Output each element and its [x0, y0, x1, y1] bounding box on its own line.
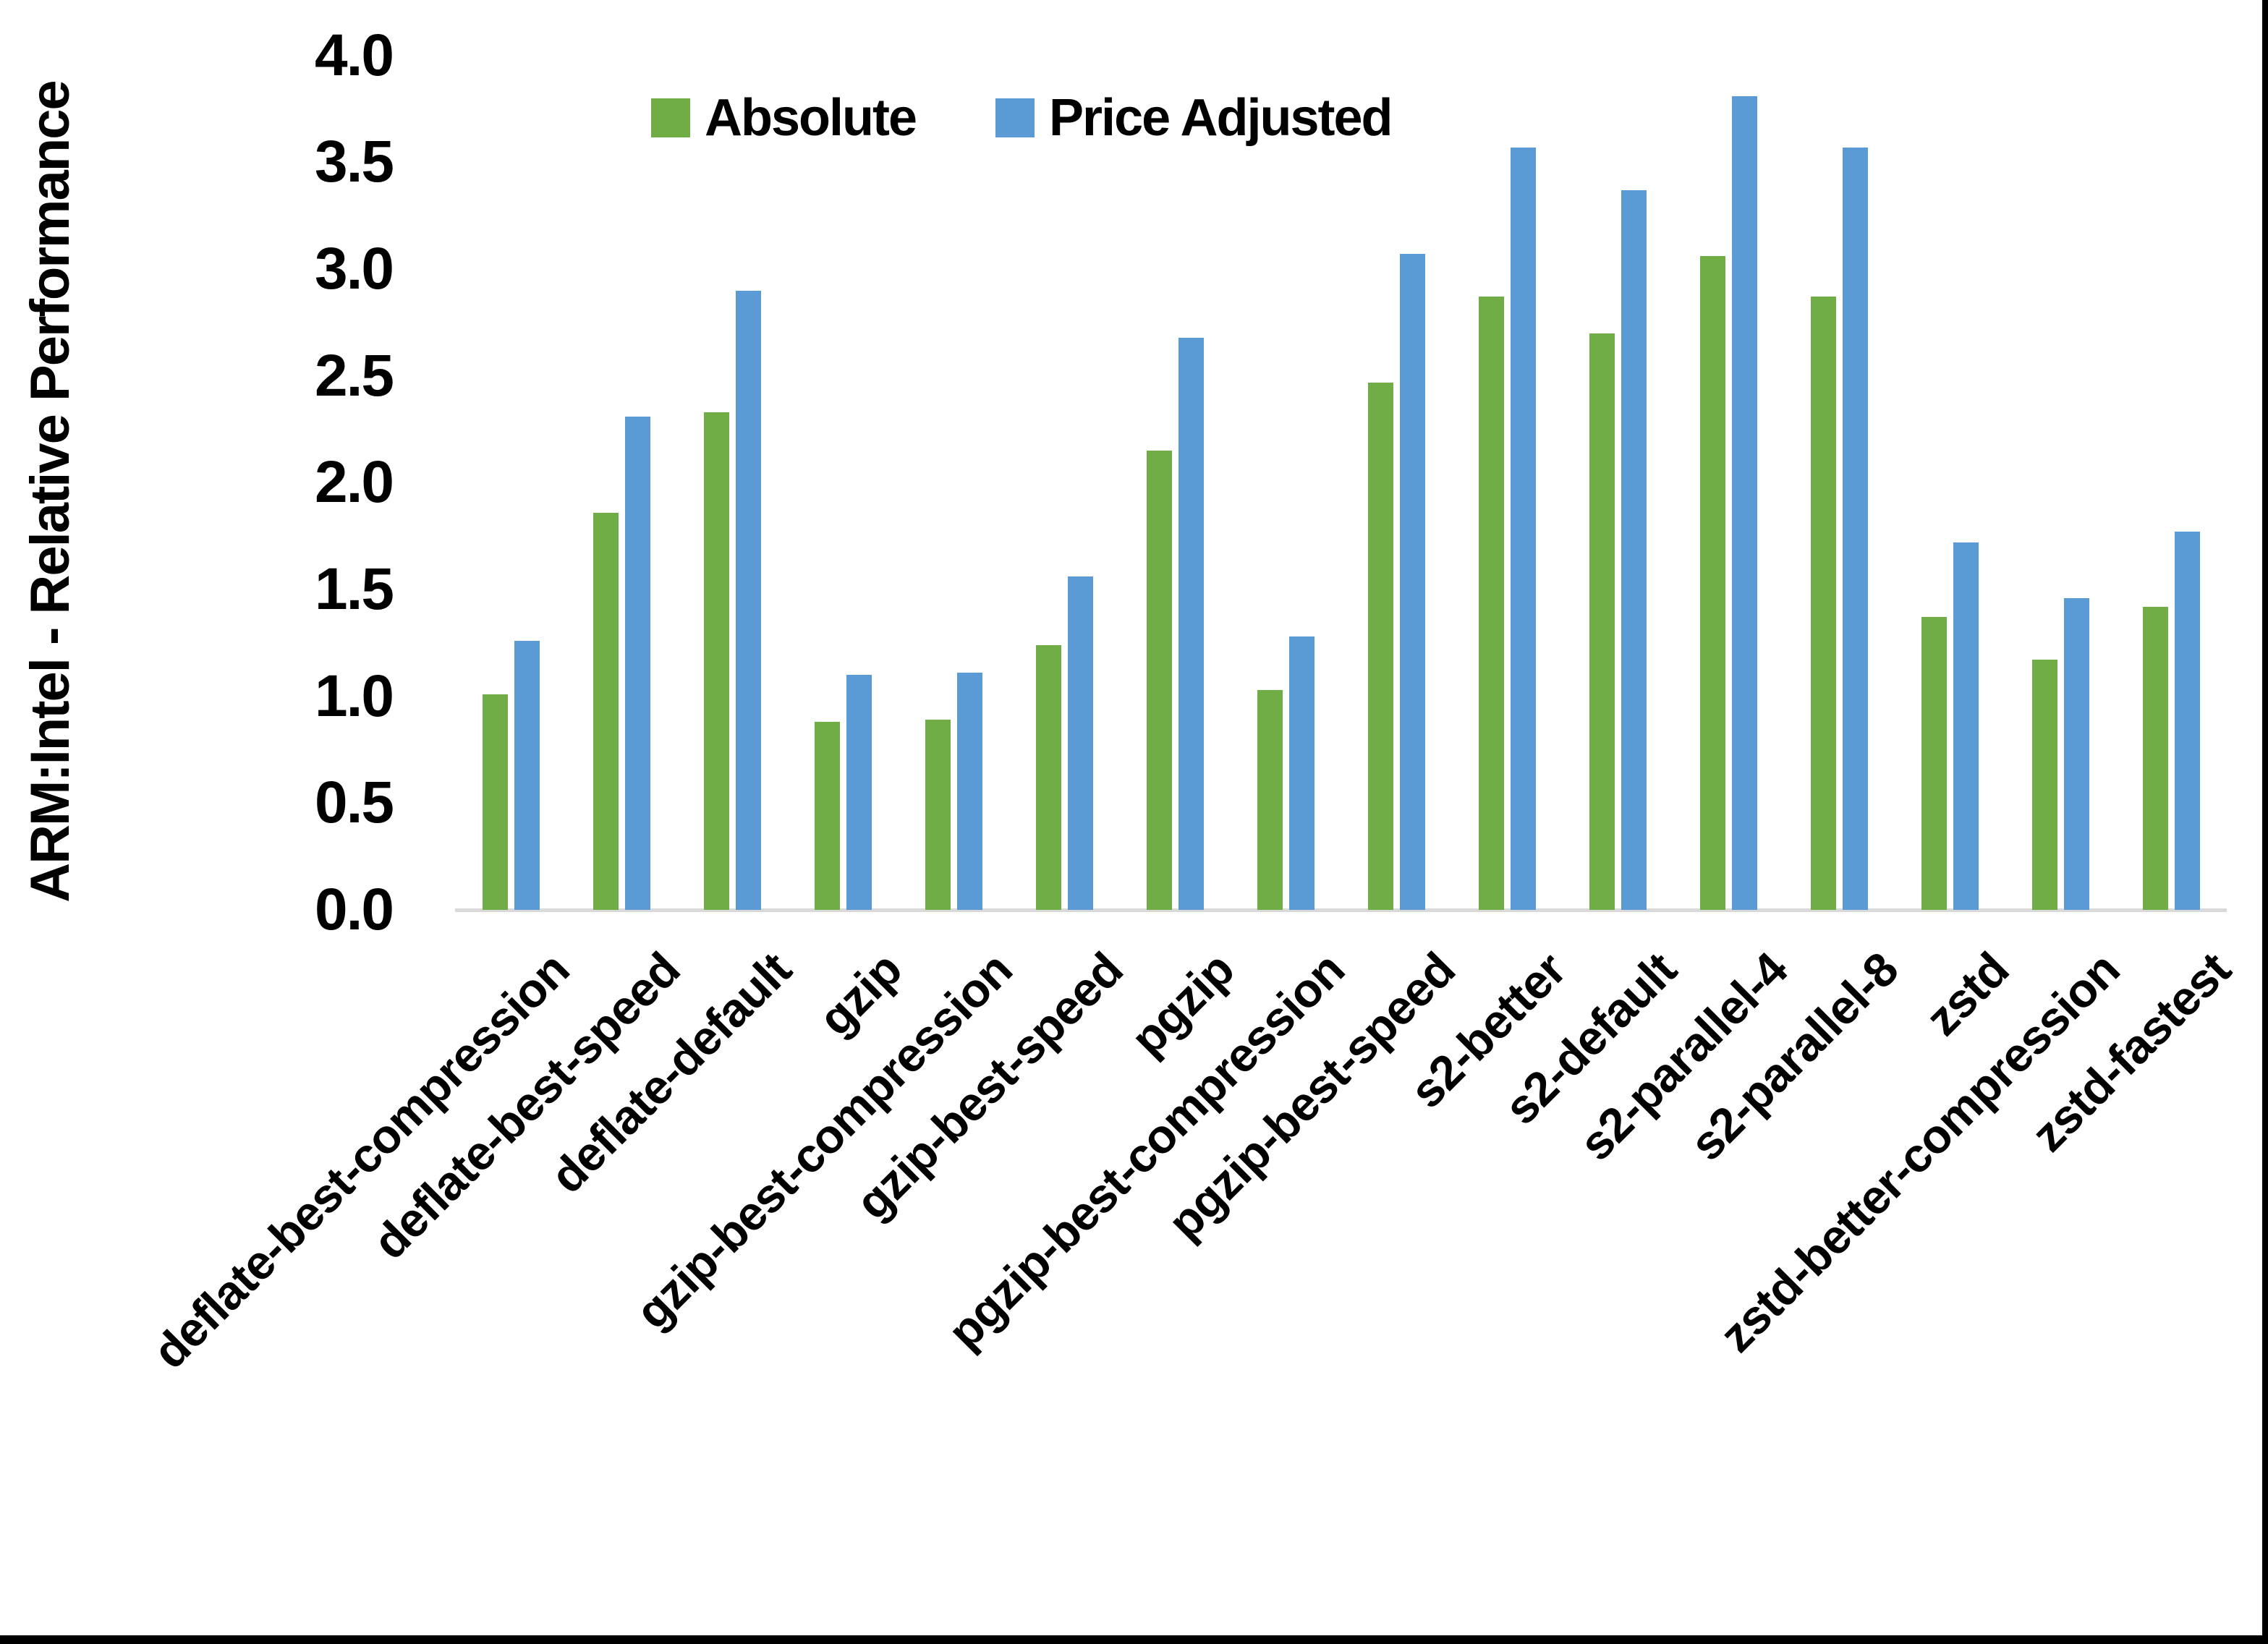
bar-absolute-pgzip-best-speed: [1367, 382, 1393, 910]
right-border: [2262, 0, 2268, 1644]
bottom-border: [0, 1635, 2268, 1644]
legend-item-price-adjusted: Price Adjusted: [995, 88, 1393, 148]
bar-price-adjusted-gzip-best-compression: [956, 673, 982, 910]
bar-price-adjusted-pgzip-best-compression: [1288, 636, 1314, 910]
bar-absolute-deflate-best-compression: [482, 694, 508, 910]
bar-absolute-s2-parallel-8: [1811, 297, 1837, 910]
bar-price-adjusted-s2-parallel-8: [1843, 147, 1869, 910]
bar-absolute-zstd-better-compression: [2032, 660, 2058, 910]
bar-absolute-deflate-default: [703, 412, 729, 910]
x-label-deflate-best-compression: deflate-best-compression: [143, 942, 579, 1379]
bar-price-adjusted-gzip-best-speed: [1067, 576, 1093, 910]
bar-price-adjusted-zstd-better-compression: [2064, 597, 2090, 910]
bar-absolute-gzip: [814, 722, 840, 910]
x-axis-line: [455, 908, 2227, 912]
bar-absolute-pgzip: [1146, 451, 1172, 910]
bar-absolute-s2-default: [1589, 333, 1615, 910]
bar-absolute-zstd-fastest: [2143, 606, 2169, 910]
legend-swatch-price-adjusted: [995, 98, 1035, 137]
legend-label-absolute: Absolute: [705, 89, 917, 147]
bar-price-adjusted-zstd: [1953, 542, 1979, 910]
bar-absolute-zstd: [1921, 617, 1948, 910]
bar-price-adjusted-gzip: [846, 675, 872, 910]
legend-item-absolute: Absolute: [651, 88, 917, 148]
bar-price-adjusted-zstd-fastest: [2175, 532, 2201, 910]
bar-price-adjusted-s2-default: [1621, 189, 1647, 910]
y-tick-label-2.0: 2.0: [315, 449, 394, 516]
bar-price-adjusted-deflate-best-speed: [624, 416, 650, 910]
y-tick-label-1.5: 1.5: [315, 556, 394, 623]
y-tick-label-0.5: 0.5: [315, 770, 394, 836]
legend-swatch-absolute: [651, 98, 690, 137]
legend-label-price-adjusted: Price Adjusted: [1049, 89, 1393, 147]
legend: Absolute Price Adjusted: [651, 88, 1393, 148]
y-tick-label-4.0: 4.0: [315, 22, 394, 88]
y-tick-label-3.5: 3.5: [315, 129, 394, 195]
bar-absolute-pgzip-best-compression: [1257, 689, 1283, 910]
bar-price-adjusted-deflate-best-compression: [514, 640, 540, 910]
bar-price-adjusted-deflate-default: [735, 290, 761, 910]
bar-absolute-deflate-best-speed: [593, 512, 619, 910]
bar-absolute-gzip-best-speed: [1035, 644, 1061, 910]
y-axis-title: ARM:Intel - Relative Performance: [20, 81, 81, 903]
y-tick-label-2.5: 2.5: [315, 342, 394, 409]
bar-absolute-gzip-best-compression: [925, 720, 951, 910]
bar-absolute-s2-better: [1479, 297, 1505, 910]
bar-price-adjusted-s2-parallel-4: [1732, 95, 1758, 910]
bar-price-adjusted-pgzip: [1178, 337, 1204, 910]
bar-absolute-s2-parallel-4: [1700, 256, 1726, 910]
y-tick-label-0.0: 0.0: [315, 877, 394, 942]
y-tick-label-3.0: 3.0: [315, 236, 394, 302]
bar-price-adjusted-s2-better: [1511, 147, 1537, 910]
bar-price-adjusted-pgzip-best-speed: [1399, 254, 1425, 910]
y-tick-label-1.0: 1.0: [315, 663, 394, 729]
